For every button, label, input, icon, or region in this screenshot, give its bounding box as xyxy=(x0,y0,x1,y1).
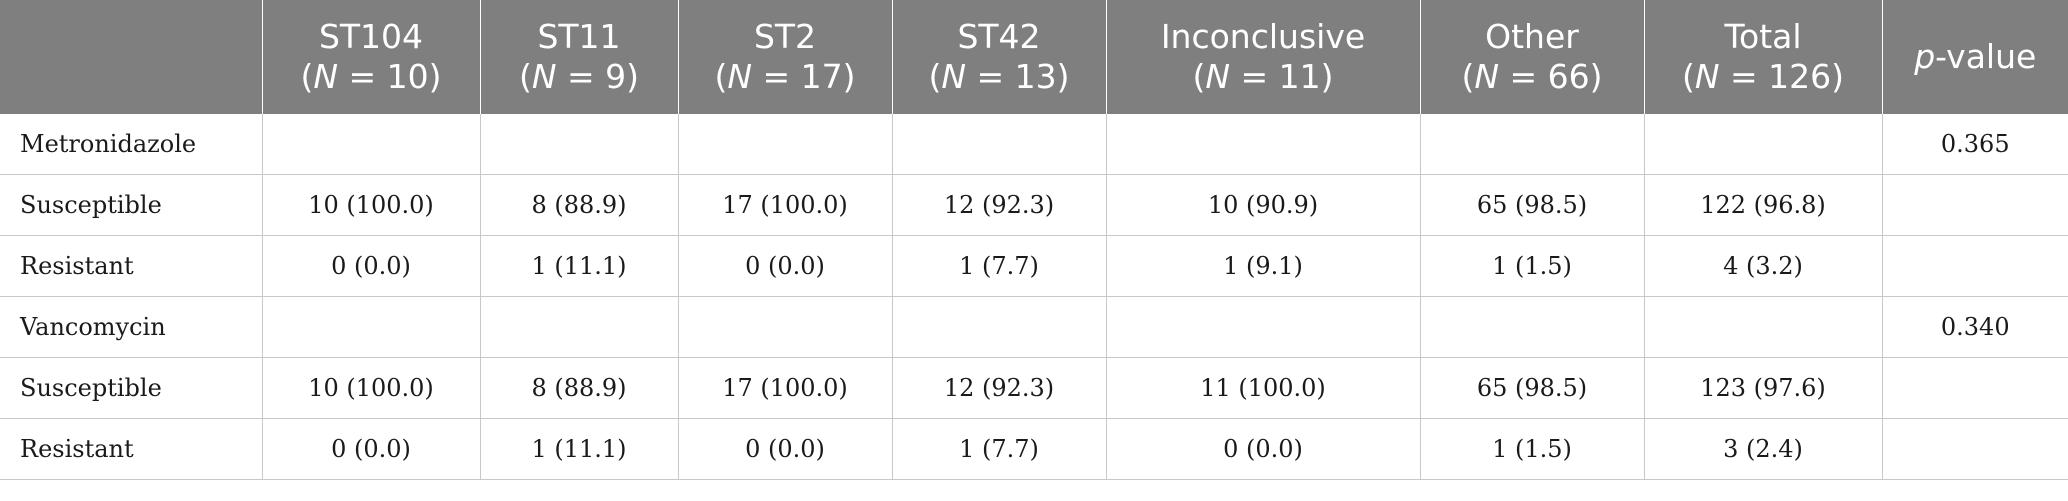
p-value-cell xyxy=(1881,357,2068,419)
table-cell xyxy=(1105,296,1421,358)
table-cell xyxy=(261,296,481,358)
table-cell xyxy=(677,296,893,358)
table-cell xyxy=(479,296,679,358)
table-cell xyxy=(1419,114,1645,175)
p-value-cell xyxy=(1881,174,2068,236)
header-title: ST11 xyxy=(537,17,621,56)
table-cell: 0 (0.0) xyxy=(677,235,893,297)
table-cell: 1 (1.5) xyxy=(1419,418,1645,480)
p-value-cell: 0.340 xyxy=(1881,296,2068,358)
header-count: (N = 66) xyxy=(1461,57,1603,96)
table-row: Vancomycin 0.340 xyxy=(0,296,2068,358)
table-cell: 1 (7.7) xyxy=(891,418,1107,480)
table-cell xyxy=(261,114,481,175)
data-table: ST104 (N = 10) ST11 (N = 9) ST2 (N = 17)… xyxy=(0,0,2068,480)
header-title: ST42 xyxy=(957,17,1041,56)
table-cell: 1 (11.1) xyxy=(479,235,679,297)
table-cell: 65 (98.5) xyxy=(1419,174,1645,236)
header-count: (N = 126) xyxy=(1681,57,1845,96)
table-cell: 17 (100.0) xyxy=(677,174,893,236)
row-label: Vancomycin xyxy=(0,296,263,358)
row-label: Resistant xyxy=(0,418,263,480)
table-cell: 122 (96.8) xyxy=(1643,174,1883,236)
header-cell-p-value: p-value xyxy=(1881,0,2068,114)
header-title: Other xyxy=(1485,17,1579,56)
table-cell: 11 (100.0) xyxy=(1105,357,1421,419)
table-cell: 0 (0.0) xyxy=(677,418,893,480)
header-cell-other: Other (N = 66) xyxy=(1419,0,1645,114)
header-count: (N = 11) xyxy=(1192,57,1334,96)
table-cell xyxy=(891,296,1107,358)
table-cell: 1 (7.7) xyxy=(891,235,1107,297)
header-title: Total xyxy=(1724,17,1802,56)
row-label: Susceptible xyxy=(0,357,263,419)
header-count: (N = 10) xyxy=(300,57,442,96)
header-title: ST2 xyxy=(753,17,817,56)
table-cell xyxy=(1105,114,1421,175)
table-cell xyxy=(1643,296,1883,358)
table-cell: 1 (11.1) xyxy=(479,418,679,480)
table-cell xyxy=(677,114,893,175)
header-cell-inconclusive: Inconclusive (N = 11) xyxy=(1105,0,1421,114)
row-label: Resistant xyxy=(0,235,263,297)
table-row: Resistant 0 (0.0) 1 (11.1) 0 (0.0) 1 (7.7) 1 … xyxy=(0,235,2068,297)
header-cell-st42: ST42 (N = 13) xyxy=(891,0,1107,114)
table-cell xyxy=(479,114,679,175)
table-cell: 3 (2.4) xyxy=(1643,418,1883,480)
header-cell-total: Total (N = 126) xyxy=(1643,0,1883,114)
table-row: Susceptible 10 (100.0) 8 (88.9) 17 (100.0) 1… xyxy=(0,174,2068,236)
table-cell: 12 (92.3) xyxy=(891,174,1107,236)
p-value-cell: 0.365 xyxy=(1881,114,2068,175)
header-cell-st2: ST2 (N = 17) xyxy=(677,0,893,114)
row-label: Metronidazole xyxy=(0,114,263,175)
row-label: Susceptible xyxy=(0,174,263,236)
table-row: Metronidazole 0.365 xyxy=(0,114,2068,175)
header-cell-blank xyxy=(0,0,263,114)
table-cell xyxy=(1419,296,1645,358)
table-cell xyxy=(891,114,1107,175)
table-cell: 0 (0.0) xyxy=(261,418,481,480)
table-cell: 123 (97.6) xyxy=(1643,357,1883,419)
table-row: Resistant 0 (0.0) 1 (11.1) 0 (0.0) 1 (7.7) 0 … xyxy=(0,418,2068,480)
table-cell: 10 (100.0) xyxy=(261,174,481,236)
table-cell: 10 (100.0) xyxy=(261,357,481,419)
header-row: ST104 (N = 10) ST11 (N = 9) ST2 (N = 17)… xyxy=(0,0,2068,114)
table-cell xyxy=(1643,114,1883,175)
table-row: Susceptible 10 (100.0) 8 (88.9) 17 (100.0) 1… xyxy=(0,357,2068,419)
header-title: Inconclusive xyxy=(1160,17,1366,56)
header-title: ST104 xyxy=(318,17,424,56)
table-cell: 17 (100.0) xyxy=(677,357,893,419)
header-count: (N = 9) xyxy=(518,57,640,96)
p-value-cell xyxy=(1881,235,2068,297)
header-count: (N = 13) xyxy=(928,57,1070,96)
table-cell: 0 (0.0) xyxy=(1105,418,1421,480)
header-cell-st11: ST11 (N = 9) xyxy=(479,0,679,114)
table-cell: 12 (92.3) xyxy=(891,357,1107,419)
table-cell: 0 (0.0) xyxy=(261,235,481,297)
table-cell: 10 (90.9) xyxy=(1105,174,1421,236)
table-cell: 1 (9.1) xyxy=(1105,235,1421,297)
header-cell-st104: ST104 (N = 10) xyxy=(261,0,481,114)
table-cell: 65 (98.5) xyxy=(1419,357,1645,419)
table-cell: 1 (1.5) xyxy=(1419,235,1645,297)
p-value-cell xyxy=(1881,418,2068,480)
header-count: (N = 17) xyxy=(714,57,856,96)
table-cell: 8 (88.9) xyxy=(479,174,679,236)
table-cell: 4 (3.2) xyxy=(1643,235,1883,297)
table-cell: 8 (88.9) xyxy=(479,357,679,419)
